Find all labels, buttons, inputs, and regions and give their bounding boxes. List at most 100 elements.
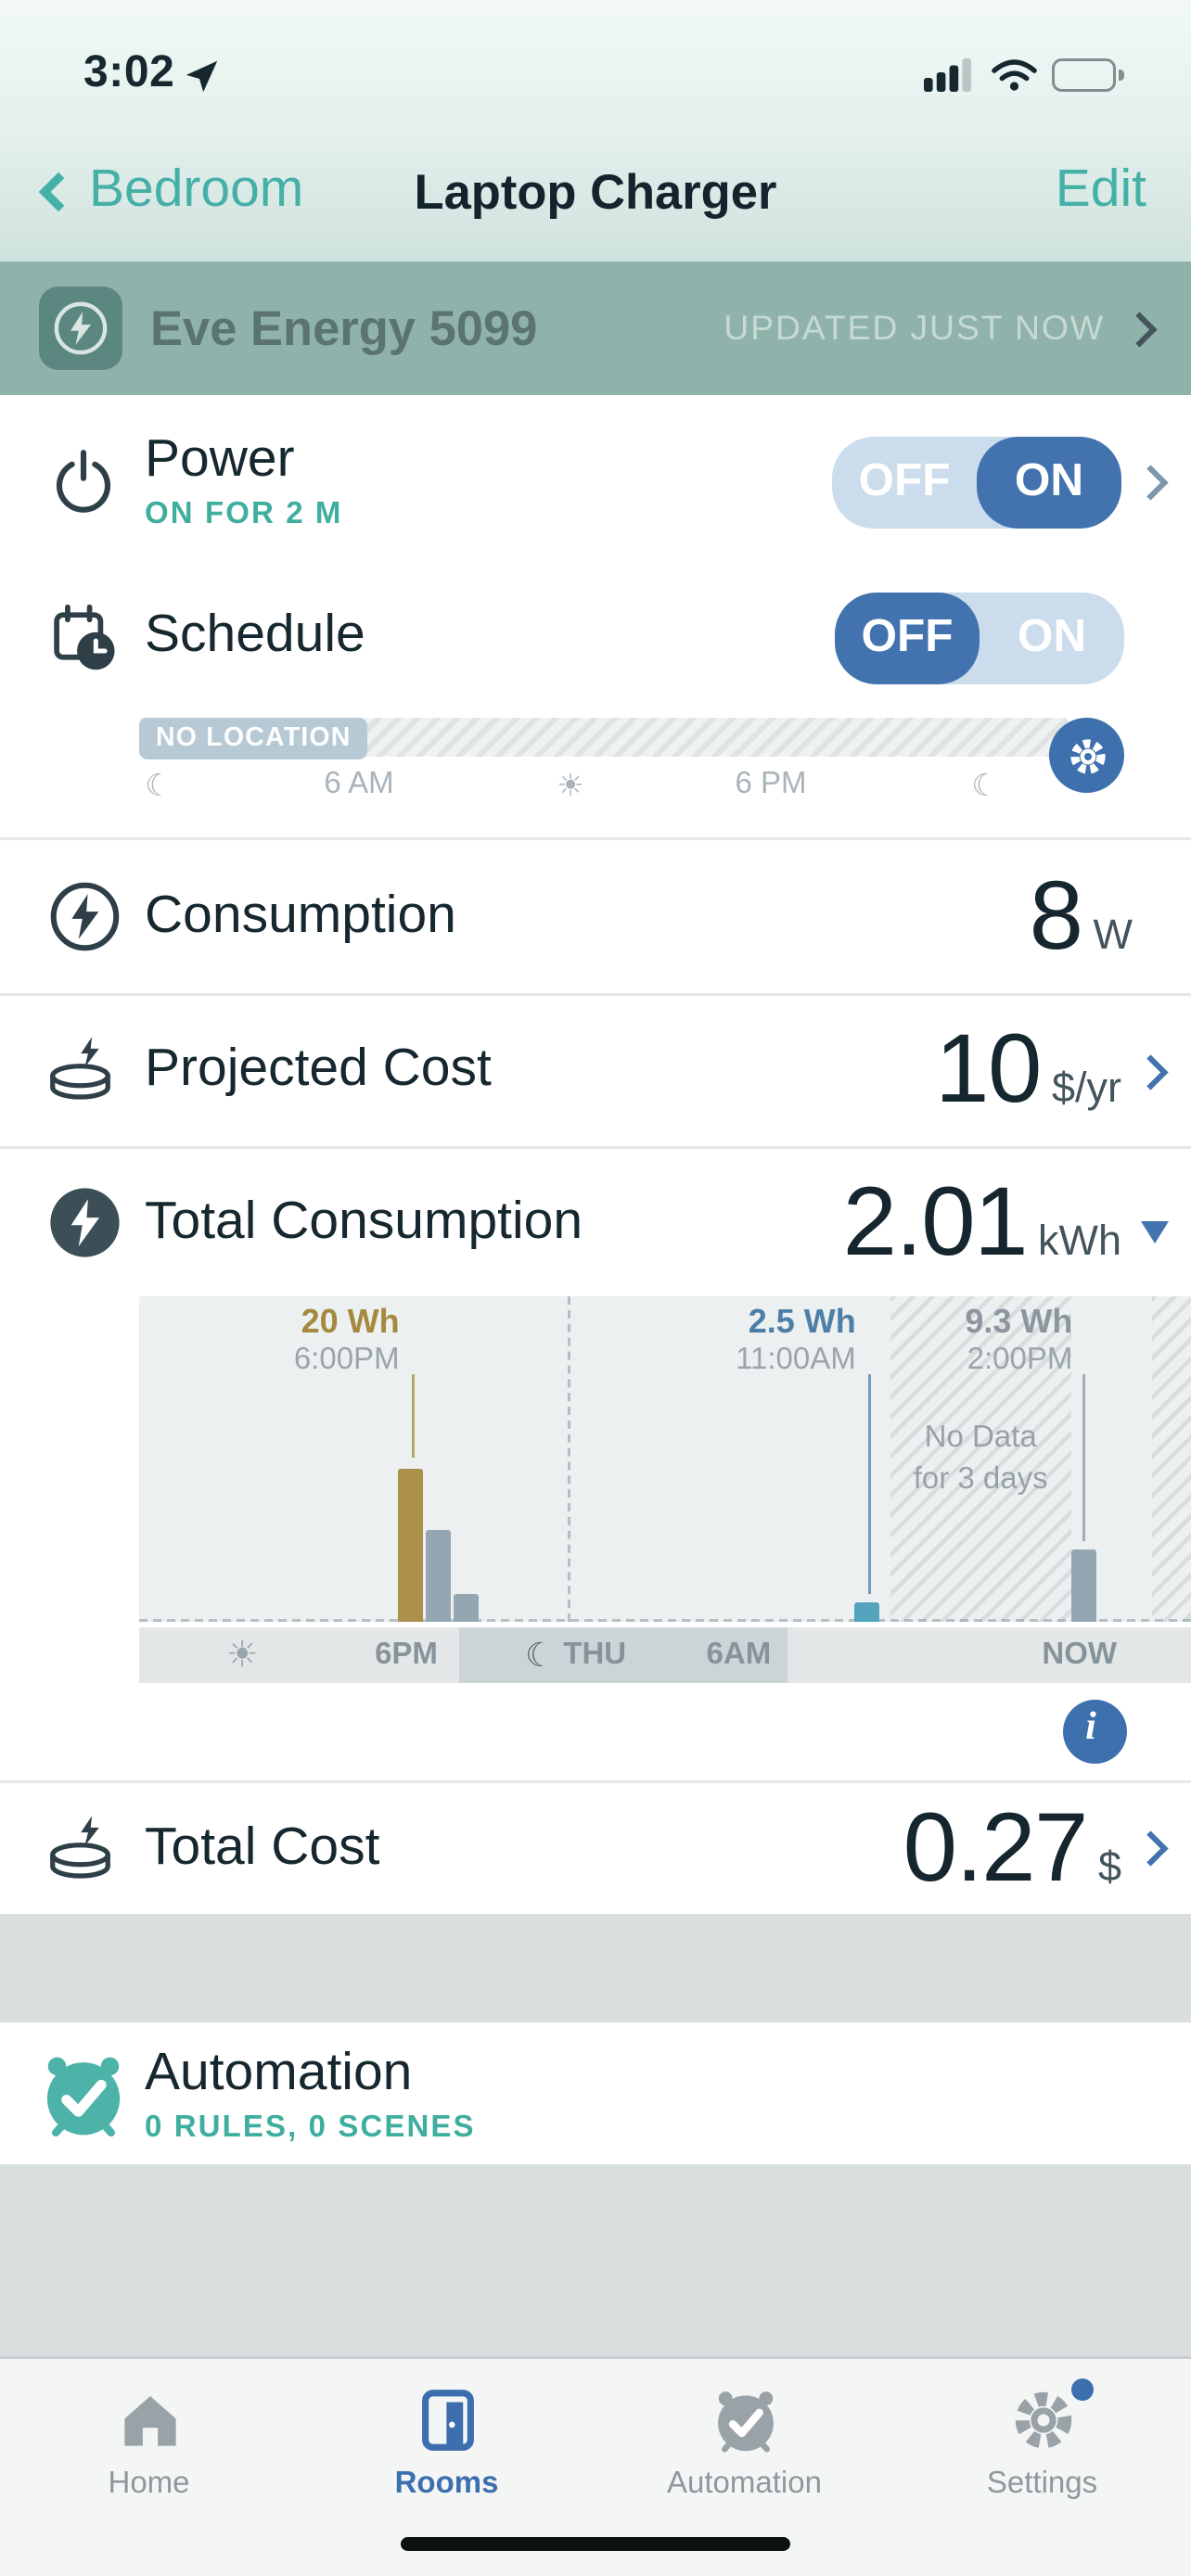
info-button[interactable]: i [1063,1700,1127,1764]
annotation-label: 2.5 Wh 11:00AM [736,1302,856,1377]
schedule-settings-button[interactable] [1049,718,1124,793]
axis-tick-sun: ☀ [226,1627,259,1683]
total-consumption-label: Total Consumption [145,1192,583,1251]
chevron-right-icon [1121,310,1158,347]
chevron-down-icon[interactable] [1141,1219,1169,1243]
tick-6am: 6 AM [324,768,394,801]
total-cost-unit: $ [1097,1843,1121,1891]
power-row: Power ON FOR 2 M OFF ON [0,395,1191,567]
divider [0,993,1191,996]
total-consumption-unit: kWh [1038,1217,1121,1265]
nav-bar: Bedroom Laptop Charger Edit [0,122,1191,261]
no-data-label: No Data for 3 days [913,1422,1048,1497]
axis-night-band [458,1627,788,1683]
tab-rooms-label: Rooms [394,2468,499,2501]
chart-info-row: i [0,1683,1191,1780]
projected-cost-unit: $/yr [1051,1065,1121,1113]
section-gap [0,1914,1191,2022]
schedule-timeline-ticks: ☾ 6 AM ☀ 6 PM ☾ [139,757,1069,812]
no-data-region [1150,1296,1191,1622]
projected-cost-row[interactable]: Projected Cost 10 $/yr [0,996,1191,1146]
sun-icon: ☀ [225,1633,259,1675]
clock: 3:02 [83,50,175,97]
divider [0,1146,1191,1149]
power-label: Power [145,431,295,490]
annotation-label: 20 Wh 6:00PM [293,1302,400,1377]
consumption-label: Consumption [145,886,456,945]
schedule-timeline-bar: NO LOCATION [139,718,1069,759]
chevron-right-icon[interactable] [1133,1052,1169,1090]
total-consumption-chart[interactable]: 20 Wh 6:00PM 2.5 Wh 11:00AM 9.3 Wh 2:00PM No D… [139,1296,1191,1683]
consumption-row: Consumption 8 W [0,840,1191,993]
divider [0,837,1191,840]
schedule-toggle-off[interactable]: OFF [835,591,980,683]
tab-home[interactable]: Home [0,2359,298,2576]
door-icon [411,2384,483,2456]
edit-button[interactable]: Edit [1055,161,1146,220]
power-toggle-off[interactable]: OFF [858,454,951,505]
automation-clock-icon [33,2047,134,2141]
total-cost-label: Total Cost [145,1817,380,1877]
chart-bar [854,1602,880,1622]
info-icon: i [1085,1706,1096,1749]
consumption-unit: W [1093,911,1133,959]
gear-icon [1069,737,1105,773]
schedule-toggle[interactable]: OFF ON [835,591,1124,683]
total-cost-value: 0.27 [903,1792,1089,1902]
day-separator-line [567,1296,570,1622]
power-status: ON FOR 2 M [145,498,343,531]
device-header[interactable]: Eve Energy 5099 UPDATED JUST NOW [0,261,1191,395]
device-name: Eve Energy 5099 [150,299,538,355]
annotation-line [410,1374,414,1460]
chart-bar [426,1530,452,1622]
back-button[interactable]: Bedroom [38,161,303,223]
axis-tick-THU: ☾ THU [525,1636,627,1675]
location-arrow-icon [186,59,217,91]
schedule-toggle-on[interactable]: ON [1017,610,1087,661]
home-indicator[interactable] [401,2537,790,2551]
tab-automation[interactable]: Automation [596,2359,893,2576]
axis-tick-6AM: 6AM [706,1639,772,1672]
alarm-clock-icon [709,2384,781,2456]
chart-bar [1070,1550,1096,1622]
moon-icon: ☾ [525,1636,556,1675]
cellular-signal-icon [925,58,973,92]
home-icon [113,2384,186,2456]
coins-icon [33,1032,134,1110]
total-consumption-icon [33,1185,134,1260]
no-location-tag: NO LOCATION [139,718,368,759]
consumption-icon [33,879,134,954]
schedule-label: Schedule [145,606,365,665]
device-energy-icon [39,287,122,370]
chart-bar [397,1469,423,1622]
consumption-value: 8 [1029,861,1083,970]
total-consumption-row[interactable]: Total Consumption 2.01 kWh [0,1149,1191,1296]
chevron-right-icon[interactable] [1133,463,1169,500]
chevron-right-icon[interactable] [1133,1830,1169,1867]
power-toggle-on[interactable]: ON [977,435,1121,528]
annotation-line [866,1374,870,1593]
schedule-timeline: NO LOCATION ☾ 6 AM ☀ 6 PM ☾ [0,707,1191,837]
projected-cost-label: Projected Cost [145,1040,492,1099]
tab-settings[interactable]: Settings [893,2359,1191,2576]
page-title: Laptop Charger [414,162,777,219]
automation-label: Automation [145,2043,413,2102]
tick-6pm: 6 PM [735,768,807,801]
annotation-label: 9.3 Wh 2:00PM [965,1302,1073,1377]
tab-rooms[interactable]: Rooms [298,2359,596,2576]
automation-row[interactable]: Automation 0 RULES, 0 SCENES [0,2022,1191,2164]
battery-icon [1053,58,1124,92]
total-consumption-value: 2.01 [842,1167,1029,1276]
chart-plot: 20 Wh 6:00PM 2.5 Wh 11:00AM 9.3 Wh 2:00PM No D… [139,1296,1191,1622]
projected-cost-value: 10 [935,1015,1042,1124]
schedule-icon [33,600,134,675]
total-cost-row[interactable]: Total Cost 0.27 $ [0,1783,1191,1914]
moon-icon: ☾ [971,771,999,804]
schedule-row: Schedule OFF ON [0,567,1191,707]
tab-home-label: Home [108,2468,190,2501]
power-toggle[interactable]: OFF ON [832,435,1121,528]
coins-icon [33,1810,134,1888]
annotation-line [1083,1374,1087,1541]
tab-settings-label: Settings [986,2468,1098,2501]
